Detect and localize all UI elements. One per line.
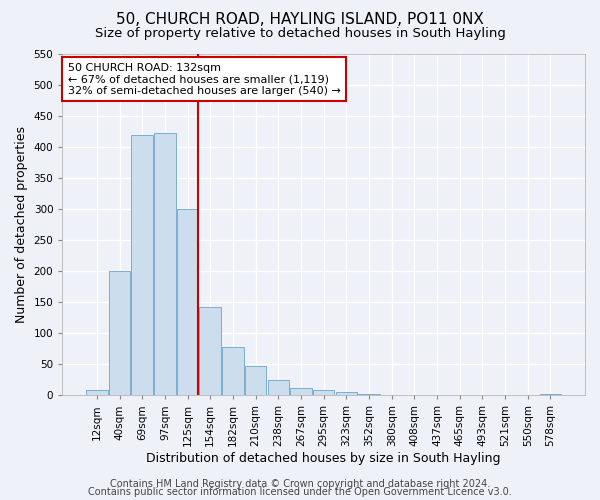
Bar: [358, 394, 380, 396]
Y-axis label: Number of detached properties: Number of detached properties: [15, 126, 28, 323]
Text: Contains HM Land Registry data © Crown copyright and database right 2024.: Contains HM Land Registry data © Crown c…: [110, 479, 490, 489]
Bar: [539, 394, 561, 396]
Bar: [177, 209, 199, 396]
Bar: [222, 347, 244, 396]
Bar: [335, 392, 357, 396]
Bar: [313, 390, 334, 396]
Bar: [131, 134, 153, 396]
Bar: [86, 390, 107, 396]
Bar: [154, 134, 176, 396]
Text: 50 CHURCH ROAD: 132sqm
← 67% of detached houses are smaller (1,119)
32% of semi-: 50 CHURCH ROAD: 132sqm ← 67% of detached…: [68, 62, 340, 96]
Bar: [290, 388, 312, 396]
Bar: [268, 380, 289, 396]
Text: Contains public sector information licensed under the Open Government Licence v3: Contains public sector information licen…: [88, 487, 512, 497]
Bar: [245, 366, 266, 396]
Text: Size of property relative to detached houses in South Hayling: Size of property relative to detached ho…: [95, 28, 505, 40]
X-axis label: Distribution of detached houses by size in South Hayling: Distribution of detached houses by size …: [146, 452, 501, 465]
Bar: [199, 306, 221, 396]
Bar: [109, 271, 130, 396]
Text: 50, CHURCH ROAD, HAYLING ISLAND, PO11 0NX: 50, CHURCH ROAD, HAYLING ISLAND, PO11 0N…: [116, 12, 484, 28]
